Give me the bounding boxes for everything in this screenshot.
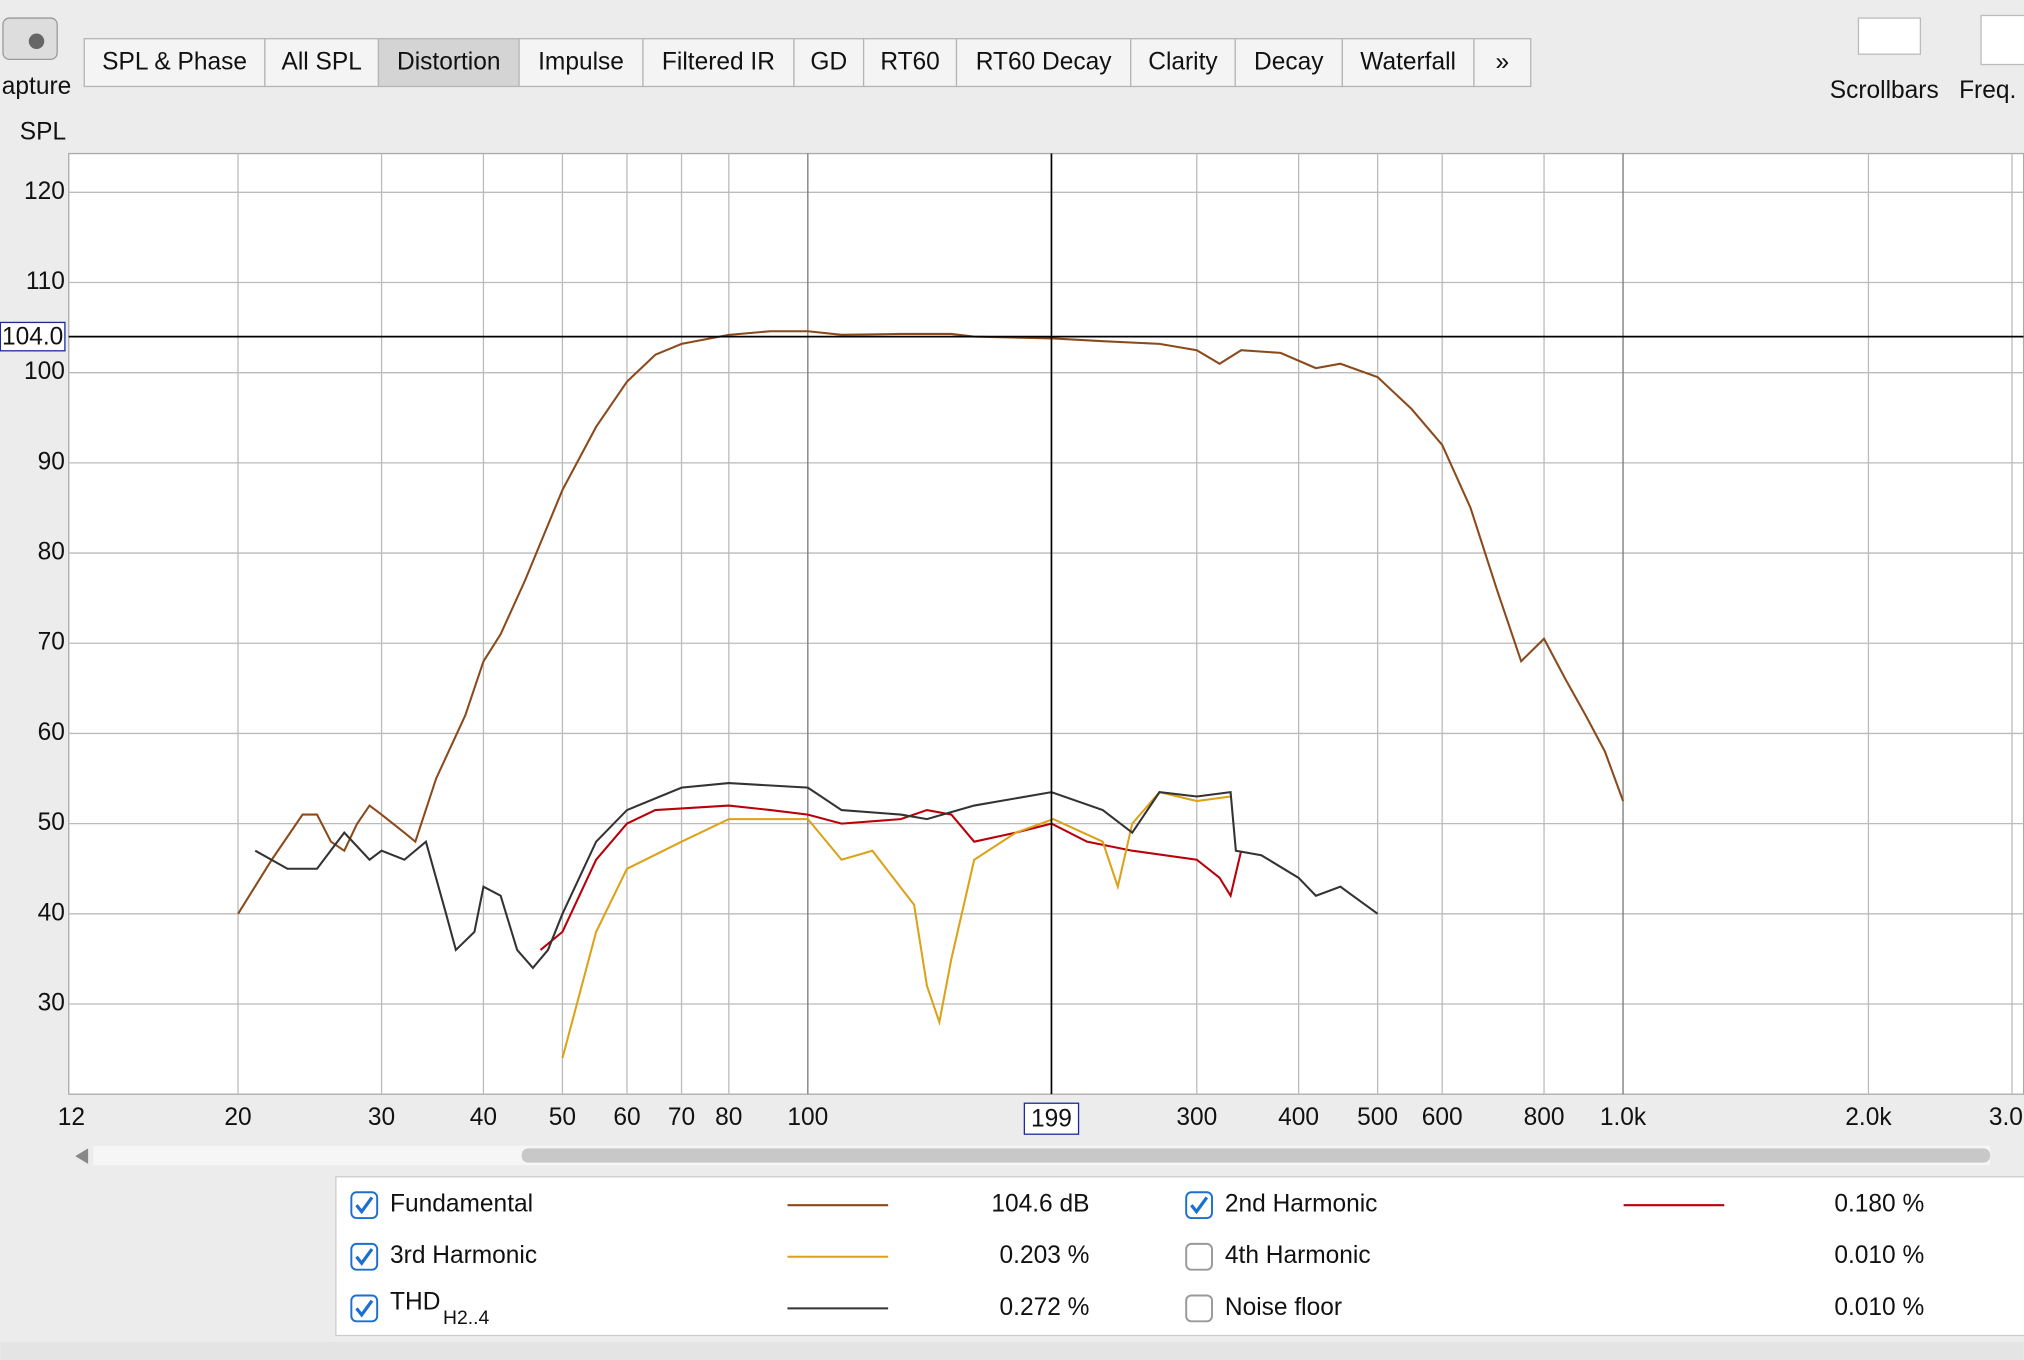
x-tick-label: 40 [470,1104,497,1131]
series-line [237,330,1625,915]
scrollbars-label[interactable]: Scrollbars [1830,77,1939,104]
tab-label[interactable]: All SPL [282,49,362,76]
legend-readout: 0.203 % [1000,1242,1090,1269]
y-tick-label: 70 [38,629,65,656]
checkbox[interactable] [350,1191,379,1220]
y-tick-label: 90 [38,448,65,475]
tab[interactable] [955,38,1132,88]
x-tick-label: 800 [1524,1104,1565,1131]
legend-name: 2nd Harmonic [1225,1191,1378,1218]
x-tick-label: 100 [787,1104,828,1131]
cursor-y-box [0,321,66,352]
checkbox[interactable] [1185,1191,1213,1220]
x-tick-label: 50 [549,1104,576,1131]
legend-readout: 0.010 % [1834,1294,1924,1321]
series-line [254,782,1379,970]
x-tick-label: 300 [1176,1104,1217,1131]
tab[interactable] [83,38,266,88]
x-tick-label: 1.0k [1600,1104,1647,1131]
legend-panel [335,1176,2024,1337]
checkmark [355,1248,374,1266]
checkbox[interactable] [1185,1294,1213,1323]
x-tick-label: 500 [1357,1104,1398,1131]
status-bar [0,1341,2024,1360]
plot-area [68,152,2024,1095]
legend-name: 4th Harmonic [1225,1242,1371,1269]
checkmark [355,1299,374,1318]
tab-label[interactable]: » [1496,49,1510,76]
tab[interactable] [518,38,644,88]
scroll-left-arrow[interactable] [75,1148,89,1164]
tab[interactable] [1341,38,1475,88]
checkbox[interactable] [350,1242,379,1271]
tab-bar: SPL & Phase All SPL Distortion Impulse Filte… [83,38,1532,88]
series-line [561,790,1231,1059]
legend-readout: 104.6 dB [991,1191,1089,1218]
y-tick-label: 30 [38,989,65,1016]
cursor-y-label: 104.0 [2,323,63,350]
legend-name: Noise floor [1225,1294,1342,1321]
x-tick-label: 30 [368,1104,395,1131]
axes: 30 40 50 60 70 80 90 100 110 120 12 20 30 40 50 60 70 80 1… [0,178,2024,1135]
y-tick-label: 110 [26,268,65,295]
x-tick-label: 600 [1422,1104,1463,1131]
x-tick-label: 60 [613,1104,640,1131]
x-tick-label: 70 [668,1104,695,1131]
tab-label[interactable]: Impulse [538,49,624,76]
tab-label[interactable]: RT60 [880,49,939,76]
checkmark [1190,1196,1209,1215]
tab-label[interactable]: SPL & Phase [102,49,247,76]
x-tick-label: 20 [224,1104,251,1131]
legend-name: THD [390,1289,440,1316]
scrollbars-icon[interactable] [1857,17,1922,55]
legend-subscript: H2..4 [443,1307,489,1329]
x-tick-label: 2.0k [1845,1104,1892,1131]
y-tick-label: 80 [38,539,65,566]
tab-label[interactable]: Distortion [397,49,500,76]
tab-label[interactable]: Clarity [1148,49,1218,76]
x-tick-label: 3.0k [1989,1104,2024,1131]
x-tick-label: 400 [1278,1104,1319,1131]
y-tick-label: 50 [38,809,65,836]
legend-readout: 0.010 % [1834,1242,1924,1269]
tab-label[interactable]: RT60 Decay [976,49,1112,76]
legend: Fundamental 104.6 dB 2nd Harmonic 0.180 % 3r… [350,1191,1924,1329]
tab[interactable] [1473,38,1532,88]
legend-readout: 0.180 % [1834,1191,1924,1218]
plot [68,153,2024,1095]
y-tick-label: 60 [38,719,65,746]
y-tick-label: 40 [38,899,65,926]
checkbox[interactable] [350,1294,379,1323]
freq-icon[interactable] [1980,14,2024,66]
tab-label[interactable]: Waterfall [1360,49,1456,76]
checkbox[interactable] [1185,1242,1213,1271]
legend-name: Fundamental [390,1191,533,1218]
tab[interactable] [793,38,865,88]
y-axis-label: SPL [20,118,66,145]
x-tick-label: 80 [715,1104,742,1131]
tab-label[interactable]: Filtered IR [662,49,775,76]
scroll-thumb[interactable] [521,1148,1991,1163]
tab[interactable] [1234,38,1343,88]
checkmark [355,1196,374,1215]
series-line [539,804,1243,951]
capture-label[interactable]: apture [2,73,71,100]
cursor-x-label: 199 [1031,1105,1072,1132]
freq-label[interactable]: Freq. [1959,77,2016,104]
legend-readout: 0.272 % [1000,1294,1090,1321]
y-tick-label: 100 [24,358,65,385]
tab-label[interactable]: GD [810,49,847,76]
tab[interactable] [1130,38,1236,88]
tab-label[interactable]: Decay [1254,49,1324,76]
capture-lens [28,33,45,50]
legend-name: 3rd Harmonic [390,1242,537,1269]
tab[interactable] [862,38,958,88]
y-tick-label: 120 [24,178,65,205]
tab[interactable] [642,38,795,88]
x-tick-label: 12 [58,1104,85,1131]
cursor-x-box [1023,1102,1080,1135]
